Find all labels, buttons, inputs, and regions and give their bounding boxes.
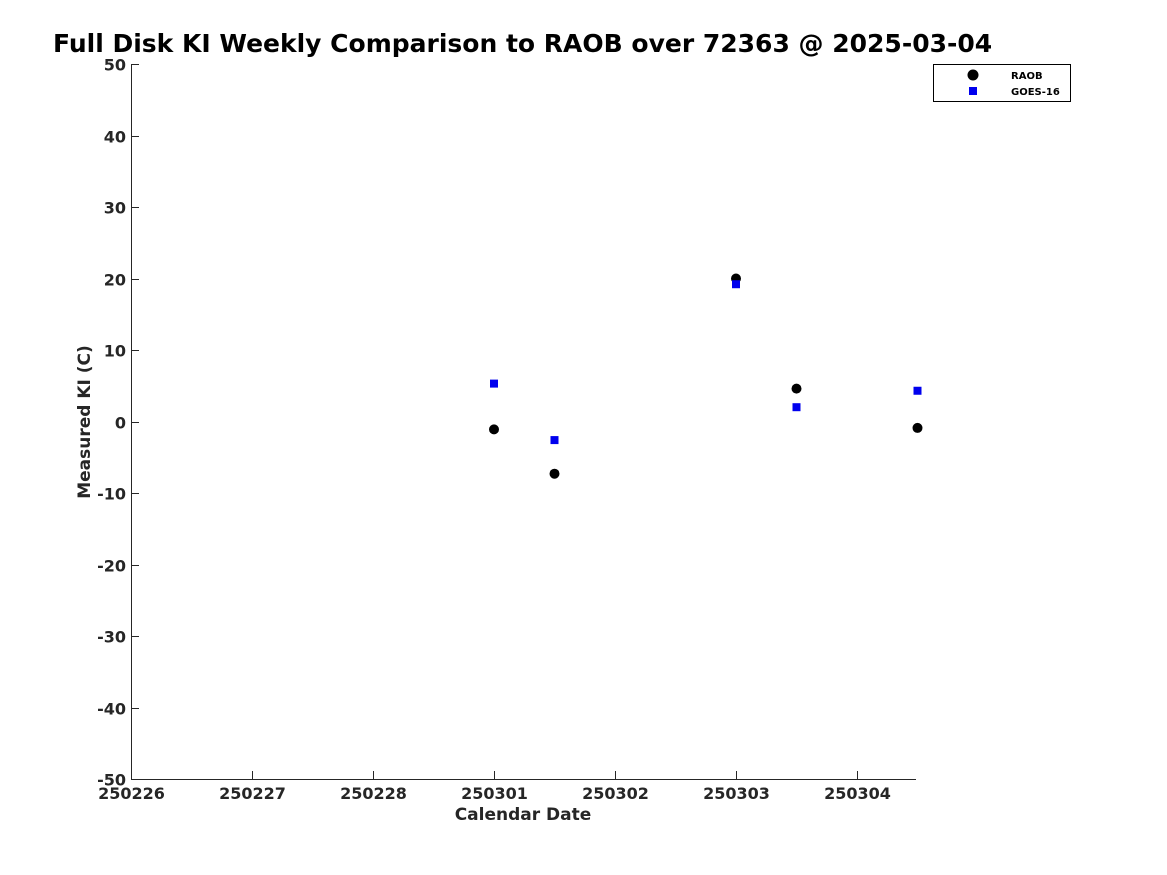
data-point-goes16 [732, 280, 740, 289]
legend-marker-raob [967, 69, 979, 81]
y-tick-label: -50 [97, 771, 126, 790]
x-tick-label: 250228 [340, 784, 407, 803]
x-tick-label: 250303 [703, 784, 770, 803]
x-tick-label: 250302 [582, 784, 649, 803]
legend-box [933, 64, 1071, 102]
y-tick-label: 10 [104, 342, 126, 361]
data-point-goes16 [792, 403, 801, 412]
x-axis-ticks: 250226 250227 250228 250301 250302 250303 2503… [98, 771, 891, 803]
x-tick-label: 250226 [98, 784, 165, 803]
y-tick-label: -20 [97, 557, 126, 576]
data-point-raob [549, 468, 560, 479]
legend-label-goes16: GOES-16 [1011, 87, 1060, 98]
y-axis-label: Measured KI (C) [75, 345, 95, 499]
x-axis-label: Calendar Date [455, 805, 592, 825]
chart-title: Full Disk KI Weekly Comparison to RAOB o… [53, 29, 992, 58]
data-point-raob [489, 424, 499, 435]
y-axis-ticks: 50 40 30 20 10 0 -10 -20 -30 -40 -50 [97, 56, 139, 790]
data-point-raob [791, 383, 802, 394]
data-point-goes16 [913, 386, 922, 395]
data-point-raob [912, 422, 923, 433]
x-tick-label: 250301 [461, 784, 528, 803]
axes [131, 64, 916, 780]
data-point-goes16 [550, 436, 559, 445]
legend-marker-goes16 [969, 87, 977, 95]
y-tick-label: 50 [104, 56, 126, 75]
x-tick-label: 250227 [219, 784, 286, 803]
y-tick-label: 0 [115, 414, 126, 433]
legend-label-raob: RAOB [1011, 71, 1043, 82]
y-tick-label: 20 [104, 271, 126, 290]
y-tick-label: -30 [97, 628, 126, 647]
data-point-goes16 [490, 379, 498, 388]
y-tick-label: -40 [97, 700, 126, 719]
x-tick-label: 250304 [824, 784, 891, 803]
y-tick-label: 40 [104, 128, 126, 147]
y-tick-label: -10 [97, 485, 126, 504]
y-tick-label: 30 [104, 199, 126, 218]
legend: RAOB GOES-16 [933, 64, 1071, 102]
data-points [489, 273, 923, 479]
